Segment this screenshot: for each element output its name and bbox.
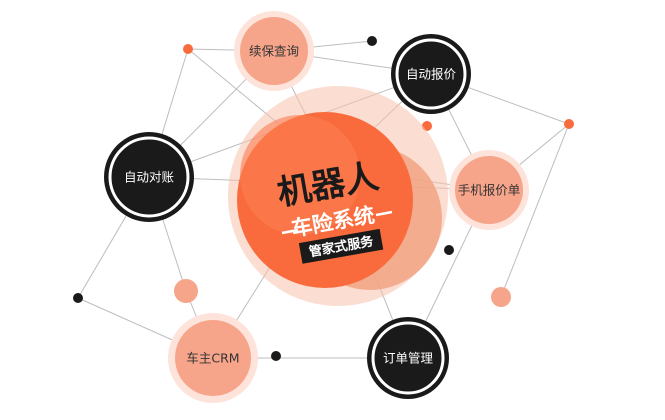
- dot-salmon-large: [491, 287, 511, 307]
- node-auto-quote[interactable]: 自动报价: [391, 34, 471, 114]
- hub-tag-badge: [298, 228, 384, 264]
- dot-black: [73, 293, 83, 303]
- dot-black: [367, 36, 377, 46]
- node-renewal-label: 续保查询: [249, 44, 299, 59]
- dot-black: [271, 351, 281, 361]
- node-renewal-query[interactable]: 续保查询: [234, 11, 314, 91]
- node-auto-reconcile-label: 自动对账: [124, 170, 175, 185]
- node-owner-crm[interactable]: 车主CRM: [168, 313, 258, 403]
- node-mobile-quote[interactable]: 手机报价单: [449, 150, 529, 230]
- node-mobile-quote-label: 手机报价单: [458, 183, 521, 198]
- node-auto-quote-label: 自动报价: [406, 67, 457, 82]
- node-order-management[interactable]: 订单管理: [367, 317, 449, 399]
- dot-black: [444, 245, 454, 255]
- hub-highlight: [240, 115, 360, 235]
- dot-orange: [564, 119, 574, 129]
- decorative-dots: [73, 36, 574, 361]
- hub-dash-right: [375, 210, 393, 217]
- node-auto-reconcile[interactable]: 自动对账: [104, 132, 194, 222]
- node-order-mgmt-label: 订单管理: [383, 351, 434, 366]
- dot-orange: [183, 44, 193, 54]
- node-crm-label: 车主CRM: [186, 351, 239, 366]
- dot-salmon-large: [174, 279, 198, 303]
- hub-dash-left: [281, 228, 299, 235]
- hub: 机器人 车险系统 管家式服务: [228, 86, 448, 306]
